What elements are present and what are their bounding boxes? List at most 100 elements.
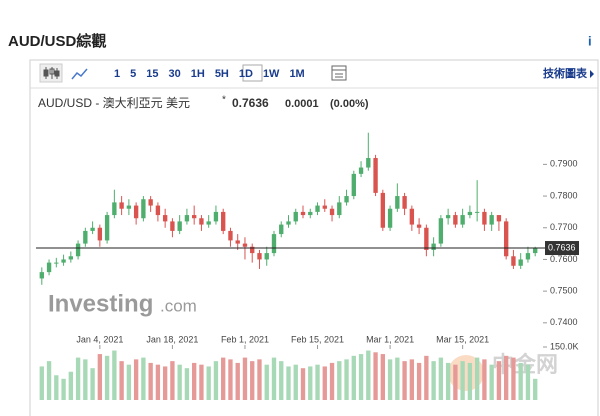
volume-bar (54, 375, 59, 400)
calendar-icon[interactable] (331, 65, 347, 81)
interval-button[interactable]: 30 (169, 68, 181, 80)
candle-body (351, 173, 356, 197)
info-icon[interactable]: i (588, 33, 592, 48)
volume-bar (424, 355, 429, 400)
active-interval-box (242, 64, 263, 82)
volume-bar (300, 368, 306, 400)
volume-bar (39, 366, 44, 400)
volume-bar (496, 361, 502, 400)
candle-body (221, 211, 226, 231)
candle-body (286, 221, 291, 225)
candle-body (387, 208, 393, 228)
x-tick-label: Mar 15, 2021 (436, 334, 489, 344)
chart-frame (29, 59, 599, 416)
volume-bar (119, 361, 124, 400)
volume-bar (250, 361, 255, 400)
instrument-name: AUD/USD - 澳大利亞元 美元 (38, 96, 190, 110)
volume-bar (489, 364, 494, 400)
volume-bar (191, 362, 197, 400)
volume-bar (279, 361, 284, 400)
volume-bar (141, 357, 146, 400)
volume-bar (474, 357, 480, 400)
candle-body (264, 253, 269, 260)
candle-body (308, 211, 313, 216)
candle-body (293, 211, 298, 222)
volume-bar (162, 366, 168, 400)
interval-button[interactable]: 1M (289, 68, 304, 80)
price-change: 0.0001 (285, 98, 319, 110)
candle-body (54, 262, 59, 264)
interval-button[interactable]: 1H (191, 68, 205, 80)
candle-body (518, 259, 523, 266)
candle-body (68, 256, 74, 260)
volume-bar (409, 359, 415, 400)
volume-bar (337, 361, 342, 400)
volume-bar (344, 359, 349, 400)
candle-body (257, 253, 262, 260)
volume-bar (221, 357, 226, 400)
y-tick-label: 0.7400 (550, 317, 578, 327)
volume-bar (46, 361, 52, 400)
candle-body (402, 196, 407, 209)
x-tick-label: Jan 18, 2021 (146, 334, 198, 344)
candle-body (438, 218, 444, 244)
volume-bar (148, 362, 153, 400)
volume-bar (329, 362, 335, 400)
y-tick-label: 0.7900 (550, 159, 578, 169)
volume-bar (431, 361, 436, 400)
interval-button[interactable]: 1 (114, 68, 120, 80)
candle-body (329, 208, 335, 216)
volume-bar (453, 364, 458, 400)
interval-button[interactable]: 5 (130, 68, 136, 80)
volume-bar (271, 357, 277, 400)
link-arrow (590, 70, 594, 78)
logo-brand: Investing (48, 290, 153, 317)
volume-bar (75, 357, 81, 400)
last-price-tag (545, 241, 579, 256)
candle-body (155, 205, 161, 216)
interval-button[interactable]: 1D (239, 68, 253, 80)
volume-bar (395, 357, 400, 400)
interval-button[interactable]: 15 (146, 68, 158, 80)
candle-body (395, 196, 400, 209)
candle-body (445, 215, 451, 219)
volume-bar (228, 359, 233, 400)
volume-bar (184, 368, 190, 400)
candle-body (141, 199, 146, 219)
candle-body (489, 215, 494, 225)
last-price: 0.7636 (232, 96, 269, 110)
candle-body (358, 167, 364, 174)
volume-bar (358, 354, 364, 400)
candle-body (228, 230, 233, 241)
technical-chart-link[interactable]: 技術圖表 (543, 66, 588, 80)
y-tick-label: 0.7700 (550, 222, 578, 232)
volume-bar (467, 362, 473, 400)
candle-body (482, 211, 487, 225)
interval-button[interactable]: 1W (263, 68, 280, 80)
candle-body (467, 211, 473, 216)
x-tick-label: Feb 1, 2021 (221, 334, 269, 344)
candle-body (170, 221, 175, 231)
y-tick-label: 0.7500 (550, 286, 578, 296)
candle-body (431, 243, 436, 250)
interval-button[interactable]: 5H (215, 68, 229, 80)
volume-bar (177, 364, 182, 400)
logo-domain: .com (160, 296, 197, 315)
candle-body (90, 227, 95, 231)
y-tick-label: 0.7800 (550, 190, 578, 200)
candle-icon[interactable] (39, 63, 63, 83)
candle-body (279, 224, 284, 235)
x-tick-label: Mar 1, 2021 (366, 334, 414, 344)
candle-body (366, 158, 371, 168)
delay-marker: * (222, 95, 226, 106)
candle-body (206, 221, 211, 225)
candle-body (213, 211, 219, 222)
volume-tick-label: 150.0K (550, 341, 579, 351)
volume-bar (460, 361, 465, 400)
candle-body (503, 221, 509, 257)
volume-bar (380, 354, 386, 400)
x-tick-label: Jan 4, 2021 (76, 334, 123, 344)
line-icon[interactable] (71, 68, 88, 80)
volume-bar (264, 364, 269, 400)
candle-body (322, 205, 327, 209)
